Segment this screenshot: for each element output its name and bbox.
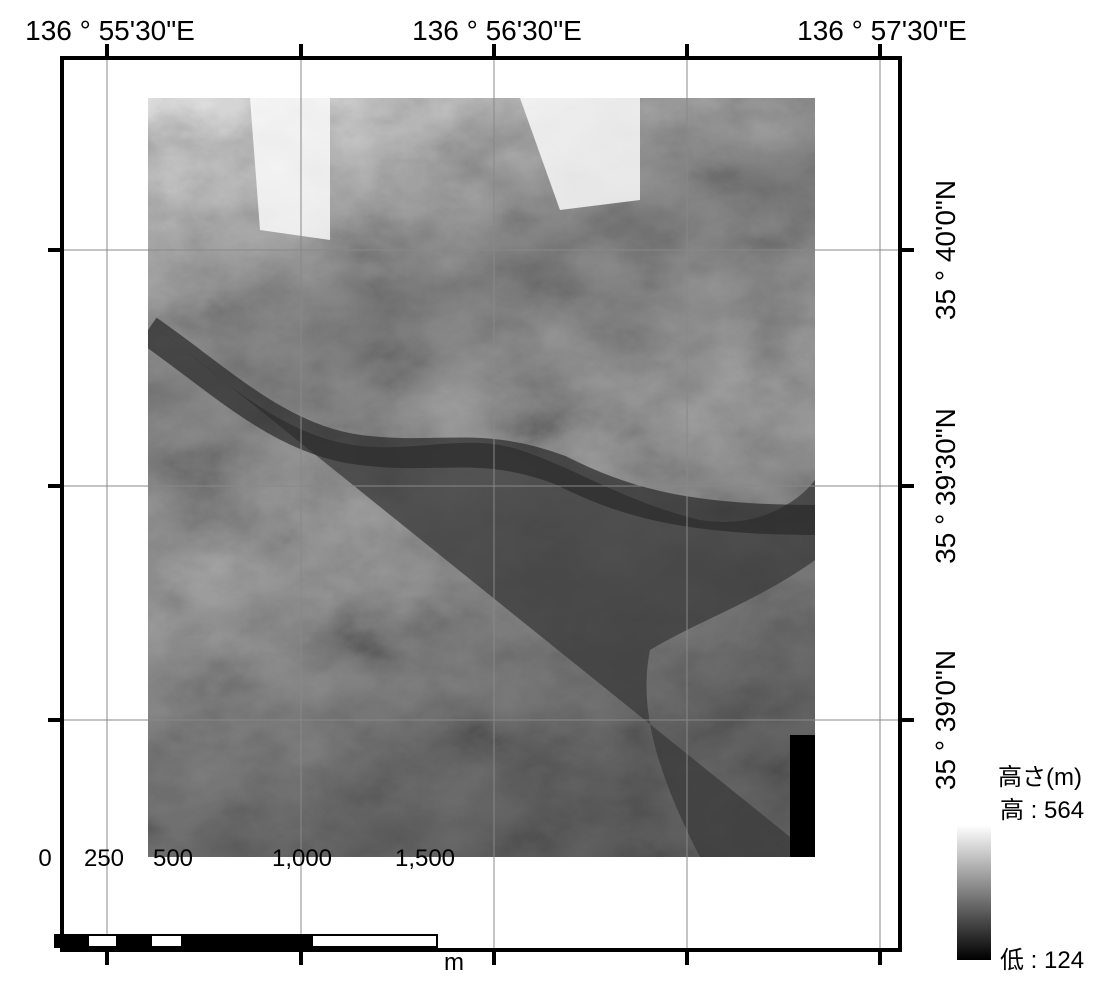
legend-low: 低 : 124 [1000, 947, 1084, 974]
latitude-label: 35 ° 40'0"N [930, 180, 961, 320]
scale-label: 500 [153, 845, 193, 872]
graticule [62, 58, 900, 950]
latitude-label: 35 ° 39'0"N [930, 650, 961, 790]
legend-colorbar [957, 825, 991, 960]
scale-label: 250 [84, 845, 124, 872]
legend-high: 高 : 564 [1000, 797, 1084, 824]
map-frame [60, 56, 902, 952]
longitude-label: 136 ° 55'30"E [25, 15, 195, 46]
scale-label: 1,000 [272, 845, 332, 872]
scale-label: 1,500 [395, 845, 455, 872]
legend-title: 高さ(m) [998, 764, 1082, 791]
latitude-label: 35 ° 39'30"N [930, 408, 961, 564]
scale-unit: m [444, 949, 464, 976]
longitude-label: 136 ° 57'30"E [797, 15, 967, 46]
frame-ticks [48, 44, 914, 965]
scale-bar [54, 934, 438, 948]
elevation-raster [148, 98, 815, 857]
longitude-label: 136 ° 56'30"E [412, 15, 582, 46]
scale-label: 0 [38, 845, 51, 872]
